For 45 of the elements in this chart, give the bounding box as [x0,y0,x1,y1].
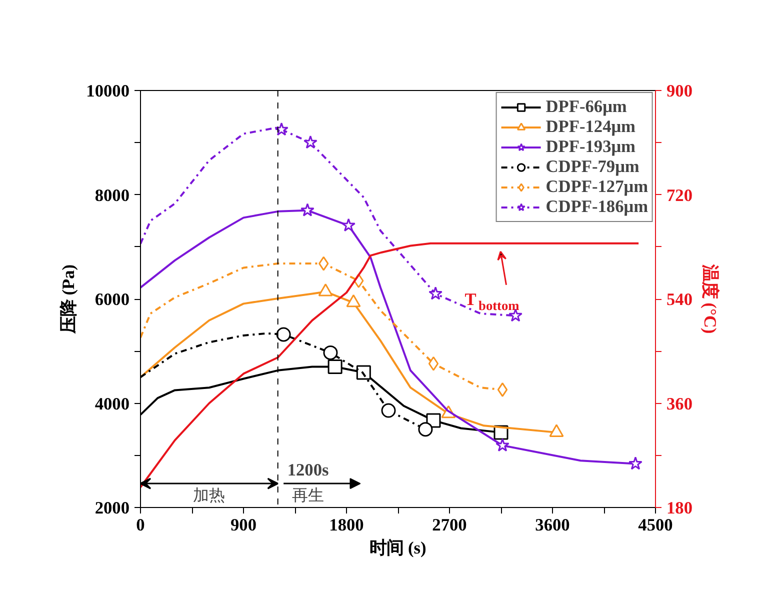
y-tick-label: 6000 [94,290,130,309]
x-tick-label: 4500 [638,516,673,534]
point [428,356,439,371]
x-tick-label: 0 [136,516,145,534]
y2-tick-label: 360 [666,394,692,414]
x-axis-title: 时间 (s) [370,538,427,558]
point [428,286,442,300]
x-tick-label: 1800 [329,516,364,534]
point [323,345,338,360]
annotation: 加热 [193,486,226,505]
y-tick-label: 10000 [86,82,130,100]
y2-tick-label: 720 [666,186,692,205]
point [274,122,288,136]
x-tick-label: 900 [230,516,257,534]
ref-line-label: 1200s [287,460,330,480]
line-series [140,242,640,488]
point [276,327,291,342]
legend-label: DPF-66μm [546,97,627,117]
y-tick-label: 4000 [94,394,130,414]
point [318,256,329,271]
legend-label: CDPF-79μm [546,157,640,177]
point [328,360,342,374]
legend-label: CDPF-127μm [546,177,648,197]
y2-tick-label: 540 [666,290,692,309]
legend-label: CDPF-186μm [546,197,648,217]
x-tick-label: 3600 [535,516,570,534]
point [497,382,508,397]
point [381,403,396,418]
point [304,135,318,149]
point [496,438,510,452]
legend-label: DPF-124μm [546,117,636,137]
y2-tick-label: 180 [666,498,692,518]
point [300,203,314,216]
y-axis-title: 压降 (Pa) [59,264,78,335]
y-tick-label: 8000 [94,186,130,205]
point [628,456,642,470]
y2-axis-title: 温度 (°C) [700,263,720,334]
point [356,365,371,380]
y2-tick-label: 900 [666,82,692,100]
x-tick-label: 2700 [432,516,467,534]
point [418,422,433,437]
legend-label: DPF-193μm [546,137,636,157]
y-tick-label: 2000 [94,498,130,518]
point [342,218,356,232]
annotation: 再生 [292,486,324,505]
